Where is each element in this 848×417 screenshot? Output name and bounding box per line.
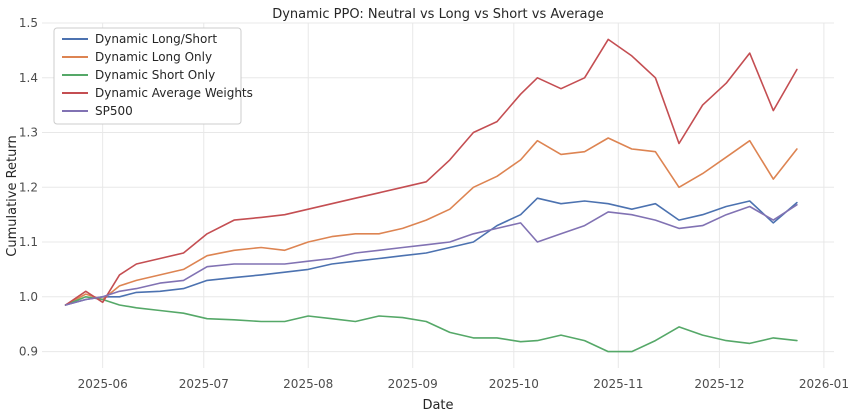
x-tick-label: 2025-07 xyxy=(179,377,229,391)
series-line-2 xyxy=(64,137,798,306)
x-tick-label: 2025-06 xyxy=(78,377,128,391)
series-line-5 xyxy=(64,204,798,306)
y-axis-label: Cumulative Return xyxy=(5,135,20,256)
y-axis-ticks: 0.9 1.0 1.1 1.2 1.3 1.4 1.5 xyxy=(19,16,38,359)
series-group xyxy=(64,38,798,353)
legend-frame xyxy=(53,27,242,125)
legend-label: Dynamic Average Weights xyxy=(95,86,253,100)
y-tick-label: 1.5 xyxy=(19,16,38,30)
y-tick-label: 0.9 xyxy=(19,345,38,359)
x-tick-label: 2025-09 xyxy=(388,377,438,391)
y-tick-label: 1.1 xyxy=(19,235,38,249)
y-tick-label: 1.3 xyxy=(19,126,38,140)
legend-label: Dynamic Long/Short xyxy=(95,32,217,46)
series-line-3 xyxy=(64,295,798,353)
x-tick-label: 2025-11 xyxy=(593,377,643,391)
y-tick-label: 1.4 xyxy=(19,71,38,85)
legend-label: SP500 xyxy=(95,104,133,118)
x-tick-label: 2026-01 xyxy=(799,377,848,391)
y-tick-label: 1.0 xyxy=(19,290,38,304)
legend-label: Dynamic Short Only xyxy=(95,68,215,82)
legend: Dynamic Long/Short Dynamic Long Only Dynam… xyxy=(53,27,253,125)
x-tick-label: 2025-12 xyxy=(694,377,744,391)
chart-title: Dynamic PPO: Neutral vs Long vs Short vs… xyxy=(272,7,604,22)
x-tick-label: 2025-10 xyxy=(489,377,539,391)
series-line-1 xyxy=(64,197,798,306)
y-tick-label: 1.2 xyxy=(19,180,38,194)
x-axis-label: Date xyxy=(422,398,453,413)
x-axis-ticks: 2025-06 2025-07 2025-08 2025-09 2025-10 2025-… xyxy=(78,377,848,391)
series-line-4 xyxy=(64,38,798,306)
x-tick-label: 2025-08 xyxy=(283,377,333,391)
legend-label: Dynamic Long Only xyxy=(95,50,212,64)
